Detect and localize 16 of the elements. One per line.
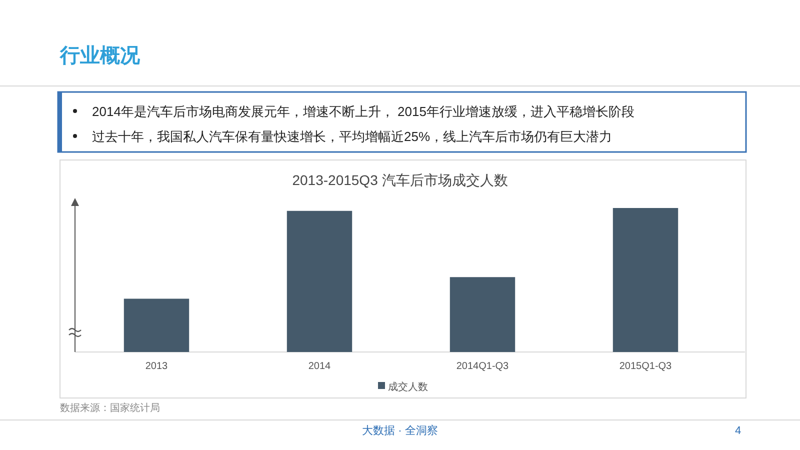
x-tick-label: 2015Q1-Q3 [619, 361, 672, 372]
bar [450, 277, 516, 352]
x-tick-label: 2014Q1-Q3 [456, 361, 510, 372]
chart-title: 2013-2015Q3 汽车后市场成交人数 [292, 172, 508, 188]
text: 行业概况 [59, 45, 141, 67]
text: 大数据 · 全洞察 [362, 424, 438, 437]
bar [286, 210, 352, 352]
text: 过去十年，我国私人汽车保有量快速增长，平均增幅近25%，线上汽车后市场仍有巨大潜力 [92, 129, 612, 144]
legend-label: 成交人数 [388, 381, 428, 393]
text: 2014年是汽车后市场电商发展元年，增速不断上升， 2015年行业增速放缓，进入平稳增长阶段 [92, 104, 634, 119]
text: 4 [734, 425, 742, 437]
x-tick-label: 2014 [308, 361, 332, 372]
bar [612, 208, 678, 352]
x-tick-label: 2013 [145, 361, 168, 372]
source-note: 数据来源：国家统计局 [60, 402, 160, 414]
bar [124, 298, 190, 352]
